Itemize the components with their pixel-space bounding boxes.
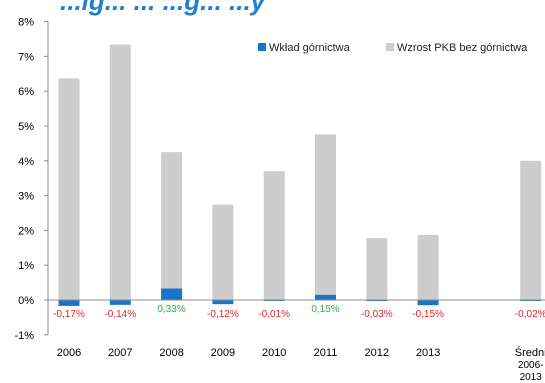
y-tick-label: 3% xyxy=(18,191,34,203)
y-tick-label: -1% xyxy=(14,330,34,342)
bar-base-growth xyxy=(263,171,285,300)
bar-base-growth xyxy=(366,238,388,300)
bar-mining-contribution xyxy=(212,300,234,305)
x-tick-label: 2012 xyxy=(365,347,389,359)
x-tick-label: 2013 xyxy=(520,372,543,383)
bar-base-growth xyxy=(520,160,542,300)
bar-mining-contribution xyxy=(366,300,388,302)
data-label: -0,02% xyxy=(515,309,545,320)
data-label: -0,12% xyxy=(207,309,239,320)
bar-mining-contribution xyxy=(315,294,336,300)
data-label: -0,14% xyxy=(104,309,136,320)
y-tick-label: 0% xyxy=(18,295,34,307)
bar-mining-contribution xyxy=(161,288,183,300)
bar-mining-contribution xyxy=(58,300,80,306)
bar-base-growth xyxy=(212,204,234,300)
x-tick-label: 2006- xyxy=(518,360,544,371)
bar-base-growth xyxy=(315,134,336,295)
y-tick-label: 7% xyxy=(18,51,34,63)
bar-base-growth xyxy=(161,152,183,289)
bar-base-growth xyxy=(417,234,439,300)
x-tick-label: 2008 xyxy=(159,347,183,359)
x-tick-label: 2010 xyxy=(262,347,286,359)
bar-mining-contribution xyxy=(417,300,439,306)
data-label: -0,15% xyxy=(412,309,444,320)
x-tick-label: Średni xyxy=(515,346,545,359)
legend-label-mining: Wkład górnictwa xyxy=(269,42,351,54)
legend-label-base: Wzrost PKB bez górnictwa xyxy=(397,42,528,54)
y-tick-label: 6% xyxy=(18,86,34,98)
data-label: -0,17% xyxy=(53,309,85,320)
data-label: -0,03% xyxy=(361,309,393,320)
data-label: 0,15% xyxy=(311,304,339,315)
x-tick-label: 2006 xyxy=(57,347,81,359)
y-tick-label: 4% xyxy=(18,156,34,168)
legend-swatch-base xyxy=(386,43,394,51)
y-tick-label: 8% xyxy=(18,17,34,29)
y-tick-label: 2% xyxy=(18,225,34,237)
bar-mining-contribution xyxy=(109,300,131,305)
data-label: -0,01% xyxy=(258,309,290,320)
x-tick-label: 2009 xyxy=(211,347,235,359)
y-tick-label: 1% xyxy=(18,260,34,272)
y-tick-label: 5% xyxy=(18,121,34,133)
data-label: 0,33% xyxy=(157,304,185,315)
x-tick-label: 2011 xyxy=(314,347,338,359)
bar-base-growth xyxy=(109,44,131,301)
x-tick-label: 2007 xyxy=(108,347,132,359)
x-tick-label: 2013 xyxy=(416,347,440,359)
legend-swatch-mining xyxy=(258,43,266,51)
bar-base-growth xyxy=(58,78,80,300)
